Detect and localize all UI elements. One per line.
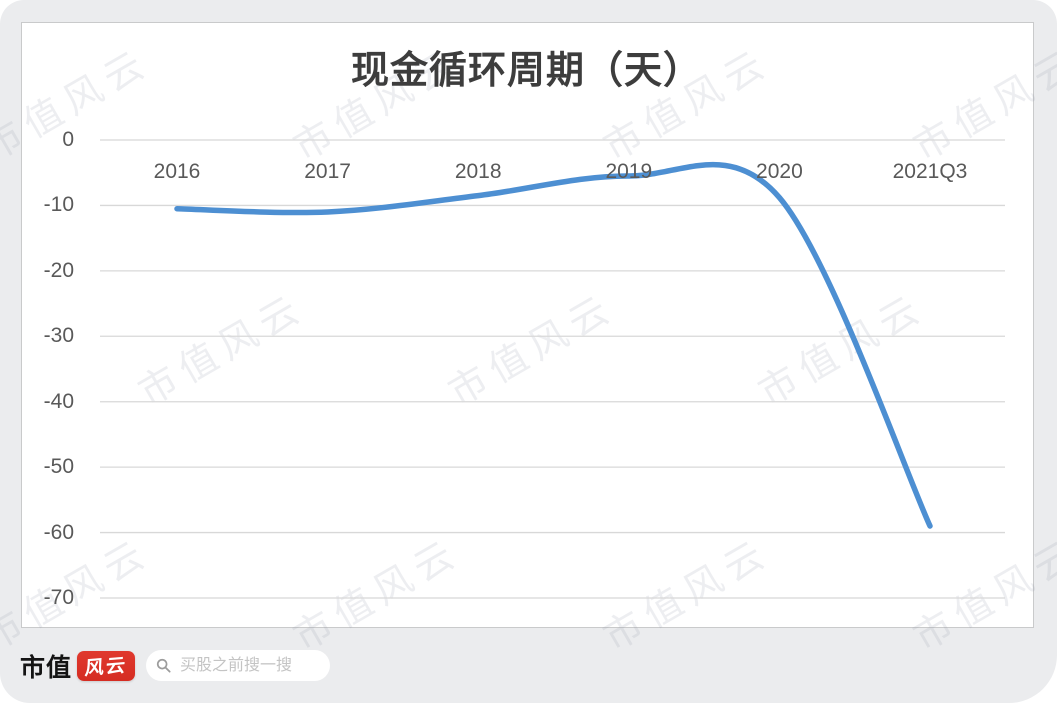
search-input[interactable] [178, 655, 331, 676]
x-axis-category-label: 2020 [756, 160, 803, 183]
data-line-series [174, 161, 933, 529]
y-axis-tick-label: -30 [43, 324, 74, 348]
search-icon [156, 658, 171, 673]
x-axis-category-label: 2017 [304, 160, 351, 183]
x-axis-category-label: 2021Q3 [892, 160, 968, 183]
chart-panel [21, 22, 1034, 628]
y-axis-tick-label: 0 [62, 128, 74, 151]
y-axis-tick-label: -50 [43, 455, 74, 479]
x-axis-category-label: 2019 [605, 160, 653, 183]
x-axis-category-label: 2018 [454, 160, 502, 183]
search-box[interactable] [146, 650, 331, 681]
y-axis-tick-label: -60 [43, 520, 74, 544]
brand-logo-badge: 风云 [77, 650, 136, 681]
footer-bar: 市值 风云 [20, 628, 1057, 703]
brand-logo-badge-text: 风云 [84, 654, 128, 680]
y-axis-tick-label: -20 [43, 258, 74, 282]
y-axis-tick-label: -40 [43, 389, 74, 413]
brand-logo-text: 市值 [20, 654, 73, 682]
x-axis-category-label: 2016 [153, 160, 201, 183]
chart-title: 现金循环周期（天） [350, 50, 702, 92]
y-axis-tick-label: -70 [43, 586, 74, 609]
y-axis-tick-label: -10 [43, 193, 74, 217]
